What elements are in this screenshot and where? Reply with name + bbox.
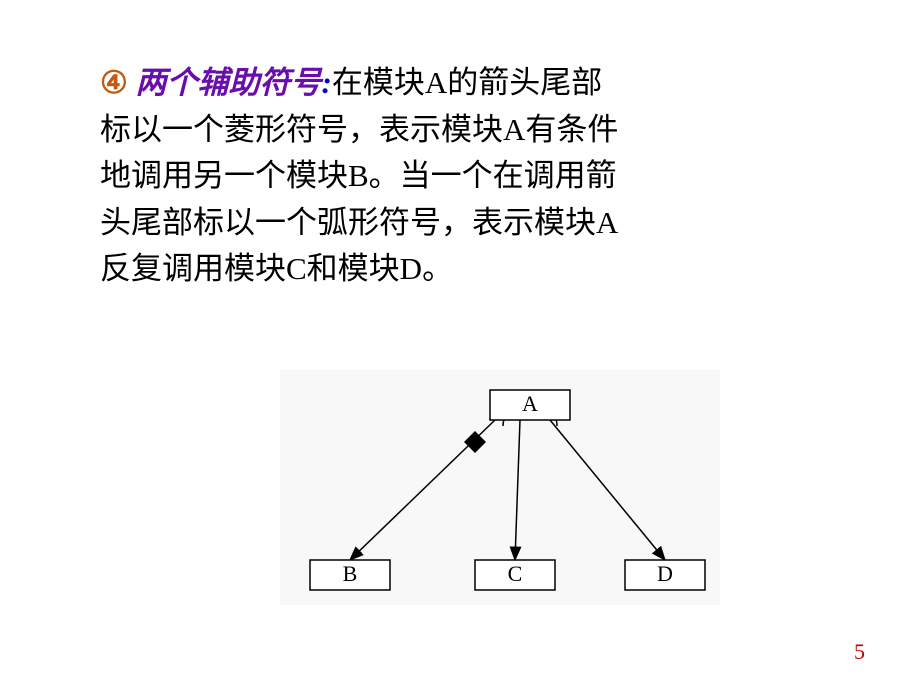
colon: : (322, 65, 332, 100)
node-A-label: A (522, 391, 538, 416)
node-B-label: B (343, 561, 358, 586)
structure-chart-diagram: A B C D (280, 370, 700, 620)
slide: ④ 两个辅助符号:在模块A的箭头尾部 标以一个菱形符号，表示模块A有条件 地调用… (0, 0, 920, 690)
node-C-label: C (508, 561, 523, 586)
section-title: 两个辅助符号 (128, 65, 322, 100)
body-line1: 在模块A的箭头尾部 (332, 65, 602, 100)
body-line2: 标以一个菱形符号，表示模块A有条件 (100, 112, 618, 147)
body-line3: 地调用另一个模块B。当一个在调用箭 (100, 158, 617, 193)
body-line5: 反复调用模块C和模块D。 (100, 251, 453, 286)
node-D-label: D (657, 561, 673, 586)
diagram-svg: A B C D (280, 370, 720, 605)
text-block: ④ 两个辅助符号:在模块A的箭头尾部 标以一个菱形符号，表示模块A有条件 地调用… (100, 60, 840, 293)
bullet-number: ④ (100, 65, 128, 100)
body-line4: 头尾部标以一个弧形符号，表示模块A (100, 205, 618, 240)
page-number: 5 (854, 639, 865, 665)
